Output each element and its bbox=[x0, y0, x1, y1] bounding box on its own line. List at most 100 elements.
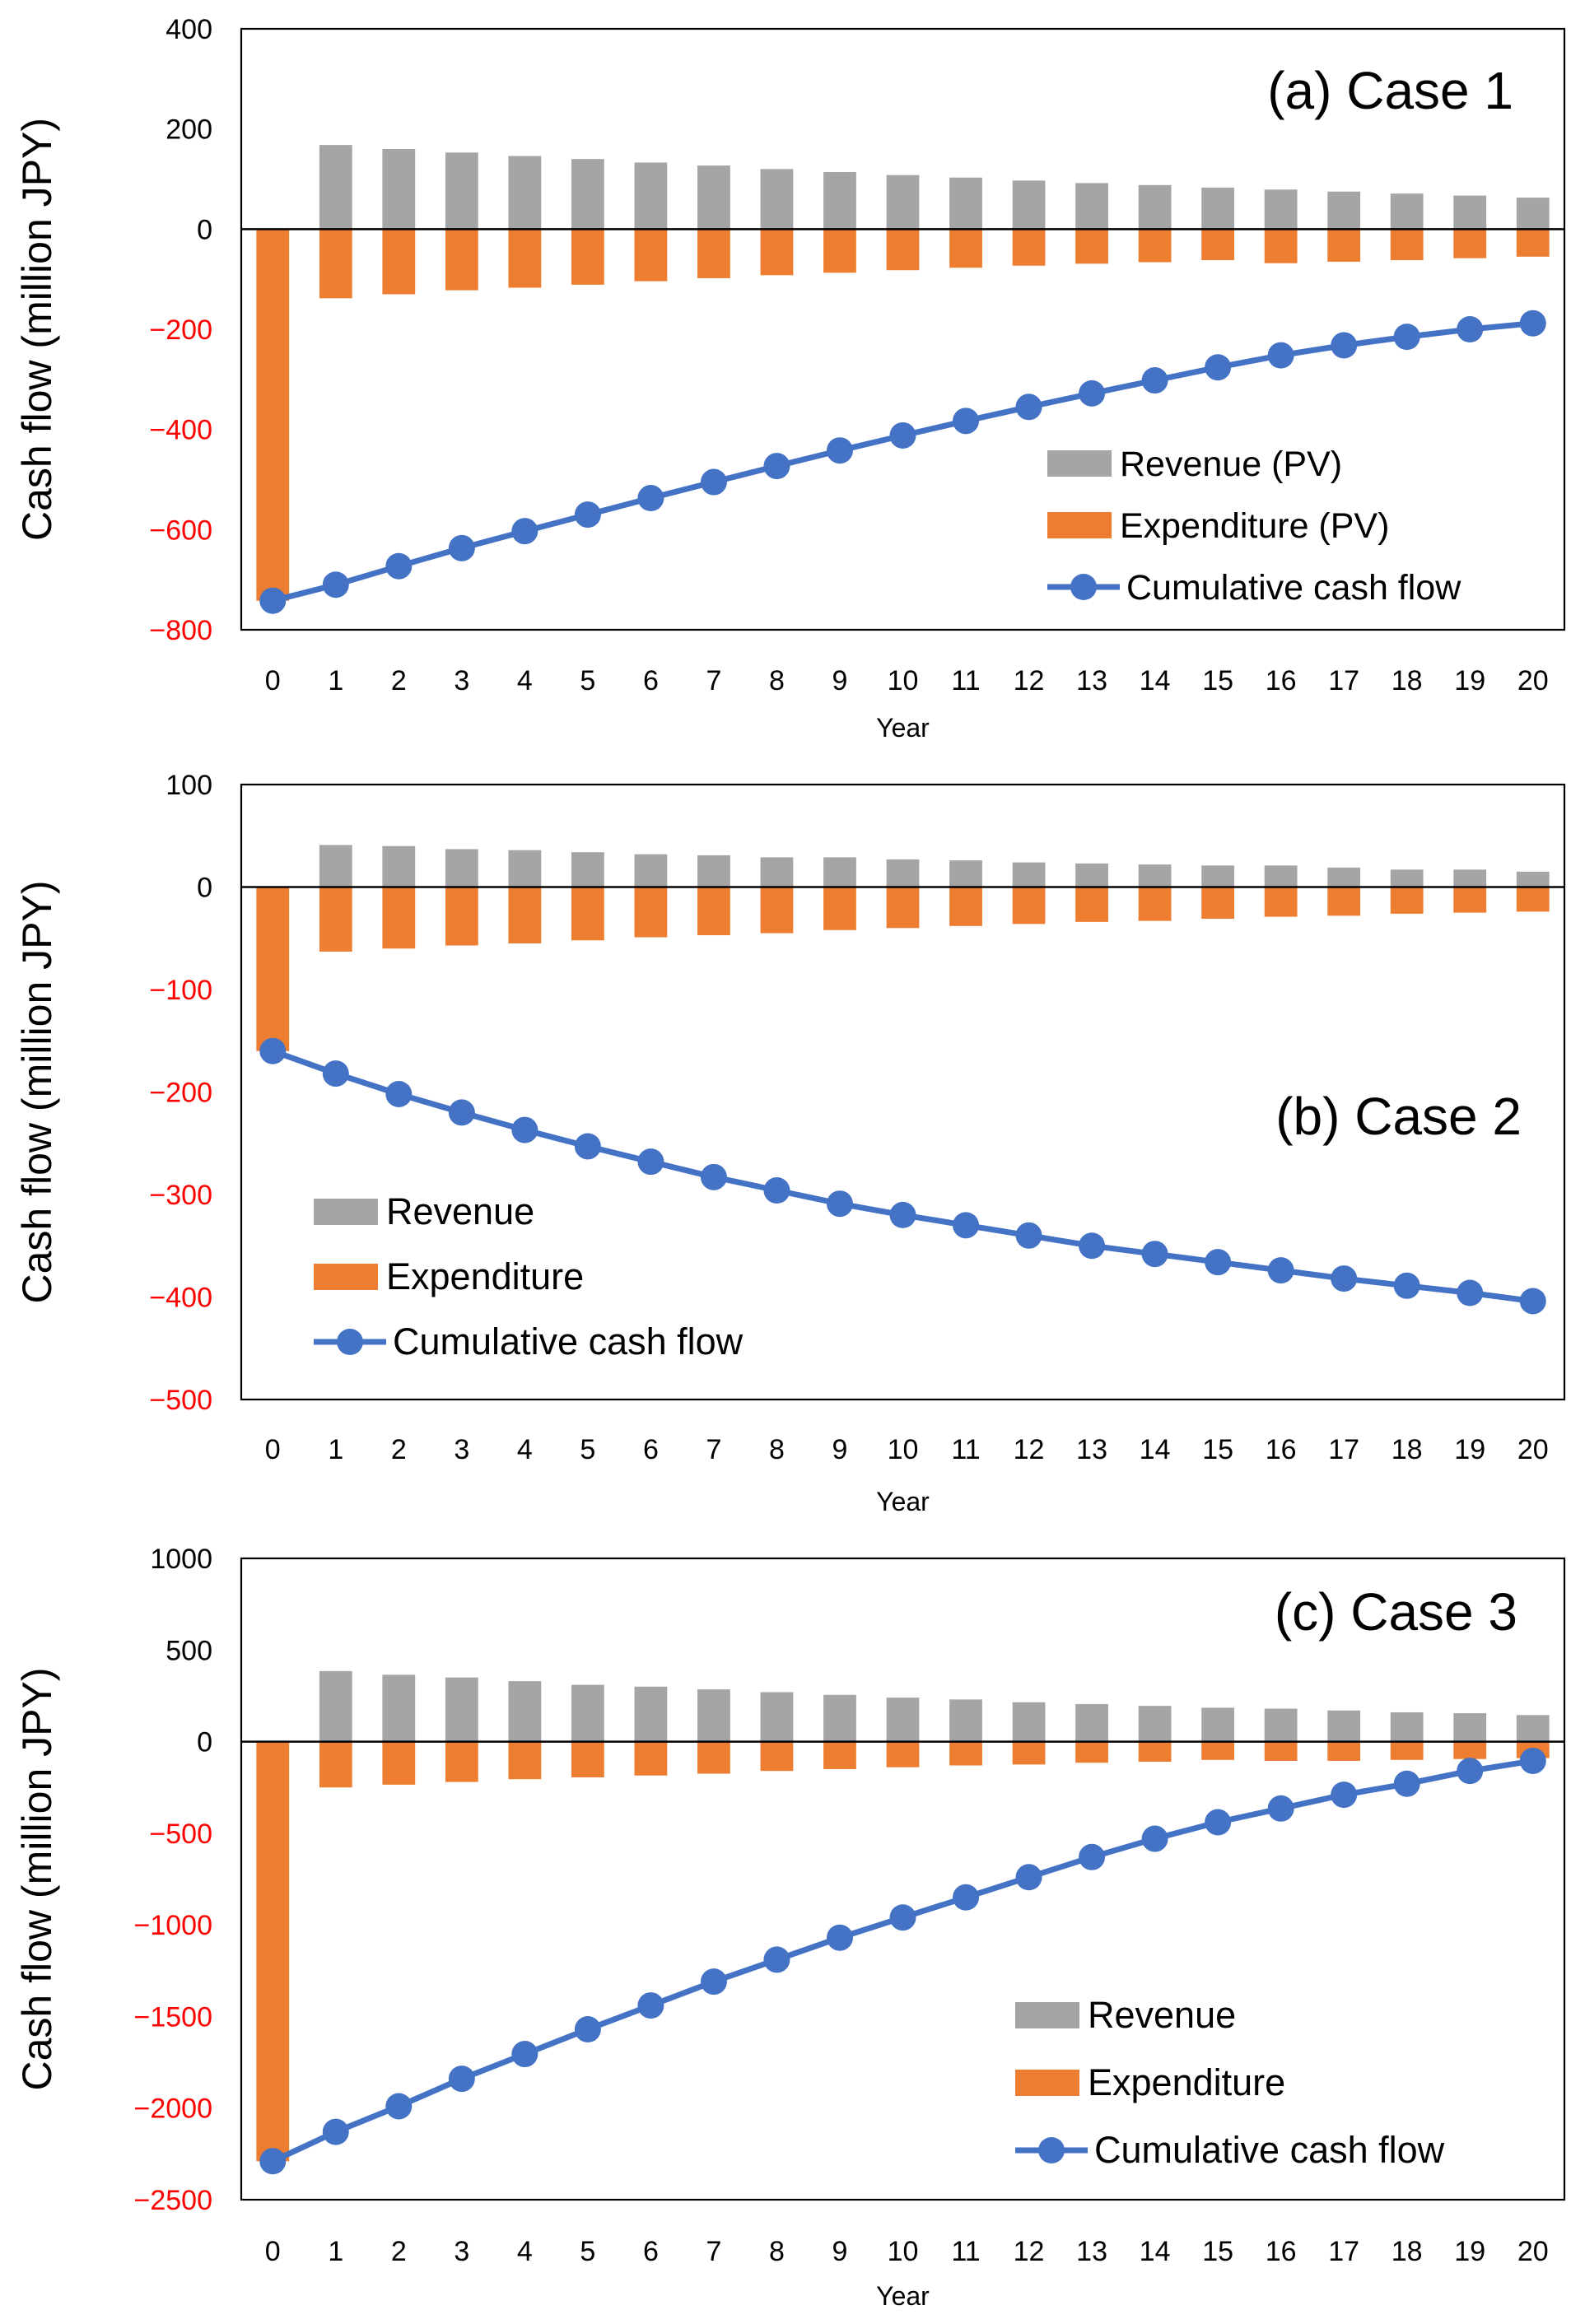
revenue-bar bbox=[760, 1692, 794, 1742]
legend-swatch-revenue bbox=[1015, 2002, 1079, 2028]
x-tick-label: 1 bbox=[328, 2236, 343, 2267]
revenue-bar bbox=[508, 850, 542, 887]
revenue-bar bbox=[382, 845, 416, 887]
x-tick-label: 7 bbox=[706, 665, 721, 696]
revenue-bar bbox=[886, 859, 920, 887]
revenue-bar bbox=[1390, 869, 1424, 887]
cumulative-point bbox=[763, 1177, 790, 1204]
expenditure-bar bbox=[508, 887, 542, 943]
revenue-bar bbox=[949, 860, 982, 887]
expenditure-bar bbox=[319, 1741, 352, 1788]
revenue-bar bbox=[1516, 198, 1550, 230]
expenditure-bar bbox=[319, 229, 352, 299]
cumulative-point bbox=[700, 1968, 727, 1996]
cumulative-point bbox=[448, 2066, 475, 2093]
x-tick-label: 16 bbox=[1266, 1434, 1297, 1465]
cumulative-point bbox=[637, 1148, 664, 1176]
expenditure-bar bbox=[949, 229, 982, 268]
expenditure-bar bbox=[823, 887, 856, 930]
legend-label: Cumulative cash flow bbox=[393, 1320, 744, 1362]
expenditure-bar bbox=[1201, 887, 1235, 920]
y-tick-label: −400 bbox=[149, 415, 212, 446]
cumulative-point bbox=[259, 587, 287, 614]
expenditure-bar bbox=[1012, 1741, 1046, 1765]
cumulative-point bbox=[1519, 1288, 1546, 1315]
expenditure-bar bbox=[1138, 1741, 1172, 1763]
expenditure-bar bbox=[634, 229, 668, 282]
expenditure-bar bbox=[1201, 1741, 1235, 1760]
legend-label: Revenue (PV) bbox=[1120, 445, 1342, 484]
revenue-bar bbox=[445, 849, 478, 887]
revenue-bar bbox=[1075, 183, 1108, 230]
revenue-bar bbox=[886, 175, 920, 230]
expenditure-bar bbox=[1075, 887, 1108, 922]
cumulative-point bbox=[1205, 1249, 1232, 1276]
y-tick-label: 500 bbox=[165, 1635, 212, 1666]
expenditure-bar bbox=[1516, 887, 1550, 912]
x-axis-label: Year bbox=[876, 1487, 930, 1516]
x-tick-label: 15 bbox=[1202, 665, 1233, 696]
x-tick-label: 12 bbox=[1014, 665, 1045, 696]
cumulative-point bbox=[1015, 1222, 1042, 1249]
x-tick-label: 0 bbox=[265, 1434, 281, 1465]
cumulative-point bbox=[1519, 1747, 1546, 1774]
expenditure-bar bbox=[760, 229, 794, 276]
cumulative-point bbox=[385, 552, 413, 580]
cumulative-point bbox=[826, 1190, 853, 1218]
x-tick-label: 1 bbox=[328, 665, 343, 696]
expenditure-bar bbox=[760, 1741, 794, 1772]
x-tick-label: 13 bbox=[1076, 2236, 1107, 2267]
expenditure-bar bbox=[1390, 1741, 1424, 1760]
expenditure-bar bbox=[1453, 887, 1487, 913]
legend-swatch-marker bbox=[337, 1329, 363, 1355]
revenue-bar bbox=[1453, 869, 1487, 887]
revenue-bar bbox=[445, 1677, 478, 1742]
cumulative-point bbox=[322, 2118, 349, 2145]
x-tick-label: 7 bbox=[706, 2236, 721, 2267]
cumulative-point bbox=[1393, 324, 1420, 351]
expenditure-bar bbox=[1453, 229, 1487, 258]
revenue-bar bbox=[1453, 1713, 1487, 1742]
legend-swatch-expenditure bbox=[314, 1264, 378, 1290]
cumulative-point bbox=[1457, 1758, 1484, 1785]
revenue-bar bbox=[1201, 1707, 1235, 1742]
x-tick-label: 12 bbox=[1014, 2236, 1045, 2267]
cumulative-point bbox=[1205, 1809, 1232, 1836]
expenditure-bar bbox=[1138, 229, 1172, 263]
cumulative-point bbox=[1079, 1843, 1106, 1870]
revenue-bar bbox=[1390, 193, 1424, 230]
expenditure-bar bbox=[1264, 1741, 1298, 1761]
revenue-bar bbox=[949, 177, 982, 230]
revenue-bar bbox=[319, 145, 352, 230]
revenue-bar bbox=[382, 1674, 416, 1742]
expenditure-bar bbox=[571, 229, 604, 285]
revenue-bar bbox=[634, 854, 668, 887]
revenue-bar bbox=[1516, 871, 1550, 887]
y-tick-label: −2000 bbox=[134, 2093, 213, 2125]
revenue-bar bbox=[571, 1684, 604, 1742]
cumulative-point bbox=[385, 2093, 413, 2120]
x-tick-label: 9 bbox=[832, 665, 848, 696]
revenue-bar bbox=[886, 1698, 920, 1742]
revenue-bar bbox=[760, 169, 794, 230]
x-tick-label: 20 bbox=[1517, 665, 1549, 696]
expenditure-bar bbox=[949, 1741, 982, 1766]
cumulative-point bbox=[889, 1904, 916, 1931]
y-tick-label: 100 bbox=[165, 770, 212, 801]
expenditure-bar bbox=[382, 1741, 416, 1785]
y-tick-label: −100 bbox=[149, 975, 212, 1006]
x-tick-label: 10 bbox=[888, 665, 919, 696]
revenue-bar bbox=[571, 852, 604, 887]
expenditure-bar bbox=[823, 229, 856, 273]
legend-label: Revenue bbox=[1088, 1994, 1236, 2036]
expenditure-bar bbox=[886, 229, 920, 271]
revenue-bar bbox=[1075, 863, 1108, 887]
cumulative-point bbox=[1267, 342, 1294, 369]
x-tick-label: 17 bbox=[1328, 665, 1359, 696]
legend-swatch-expenditure bbox=[1047, 512, 1112, 538]
x-tick-label: 15 bbox=[1202, 2236, 1233, 2267]
y-tick-label: 200 bbox=[165, 114, 212, 146]
expenditure-bar bbox=[1516, 229, 1550, 257]
expenditure-bar bbox=[319, 887, 352, 952]
expenditure-bar bbox=[697, 887, 730, 936]
